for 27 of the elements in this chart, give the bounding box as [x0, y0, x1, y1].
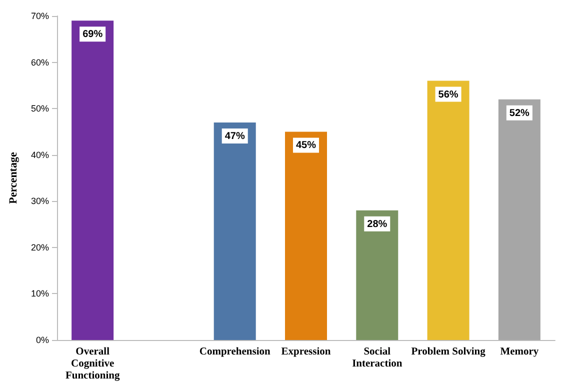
- x-tick-label: Memory: [500, 346, 540, 358]
- bar: [214, 122, 256, 340]
- x-tick-label: Comprehension: [199, 346, 271, 358]
- x-tick-label: Problem Solving: [411, 346, 486, 358]
- bar: [72, 20, 114, 340]
- bar: [356, 210, 398, 340]
- x-tick-label: Overall Cognitive Functioning: [65, 346, 120, 382]
- data-label: 69%: [82, 29, 103, 40]
- y-tick-label: 70%: [30, 11, 49, 21]
- data-label: 45%: [296, 140, 316, 152]
- y-tick-label: 10%: [30, 288, 49, 299]
- bar: [498, 99, 540, 340]
- data-label: 28%: [367, 218, 388, 230]
- bar: [285, 132, 327, 340]
- data-label: 52%: [509, 108, 530, 119]
- y-tick-label: 30%: [30, 196, 49, 206]
- x-tick-label: Social Interaction: [352, 346, 402, 370]
- y-tick-label: 50%: [30, 104, 49, 114]
- y-tick-label: 60%: [30, 57, 49, 68]
- y-tick-label: 0%: [36, 335, 49, 345]
- y-axis-title: Percentage: [8, 152, 20, 204]
- x-tick-label: Expression: [281, 346, 331, 358]
- data-label: 56%: [438, 89, 458, 100]
- data-label: 47%: [224, 130, 245, 142]
- y-tick-label: 40%: [30, 150, 49, 160]
- y-tick-label: 20%: [30, 242, 49, 252]
- bar: [427, 80, 470, 340]
